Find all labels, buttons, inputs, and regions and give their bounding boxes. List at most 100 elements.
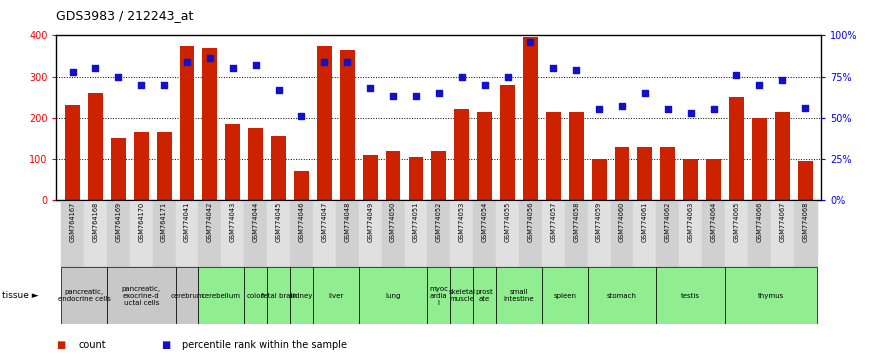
Bar xyxy=(65,105,80,200)
Text: GSM774059: GSM774059 xyxy=(596,202,602,242)
Point xyxy=(753,82,766,88)
Text: GSM774057: GSM774057 xyxy=(550,202,556,242)
Bar xyxy=(450,267,474,324)
Bar xyxy=(569,112,584,200)
Text: GSM774064: GSM774064 xyxy=(711,202,717,242)
Point xyxy=(660,107,674,112)
Point xyxy=(638,90,652,96)
Bar xyxy=(542,200,565,267)
Bar xyxy=(335,200,359,267)
Point xyxy=(65,69,79,74)
Text: GSM774048: GSM774048 xyxy=(344,202,350,242)
Point xyxy=(111,74,125,79)
Text: GSM774067: GSM774067 xyxy=(779,202,786,242)
Text: GSM774049: GSM774049 xyxy=(368,202,373,242)
Text: liver: liver xyxy=(328,293,343,298)
Text: skeletal
muscle: skeletal muscle xyxy=(448,289,475,302)
Bar xyxy=(359,267,428,324)
Bar xyxy=(176,200,198,267)
Bar xyxy=(290,200,313,267)
Text: prost
ate: prost ate xyxy=(475,289,494,302)
Text: thymus: thymus xyxy=(758,293,784,298)
Bar xyxy=(340,50,355,200)
Text: GSM774066: GSM774066 xyxy=(756,202,762,242)
Point xyxy=(730,72,744,78)
Bar xyxy=(107,200,129,267)
Bar xyxy=(523,38,538,200)
Bar xyxy=(752,118,766,200)
Text: testis: testis xyxy=(681,293,700,298)
Text: cerebellum: cerebellum xyxy=(202,293,241,298)
Bar xyxy=(474,267,496,324)
Bar xyxy=(496,200,519,267)
Bar xyxy=(500,85,515,200)
Text: GDS3983 / 212243_at: GDS3983 / 212243_at xyxy=(56,9,194,22)
Point xyxy=(89,65,103,71)
Bar xyxy=(450,200,474,267)
Point xyxy=(272,87,286,92)
Text: ■: ■ xyxy=(161,340,170,350)
Bar xyxy=(61,200,84,267)
Bar xyxy=(198,200,222,267)
Point xyxy=(226,65,240,71)
Point xyxy=(317,59,331,64)
Text: count: count xyxy=(78,340,106,350)
Bar xyxy=(408,157,423,200)
Bar xyxy=(680,200,702,267)
Point xyxy=(180,59,194,64)
Text: pancreatic,
endocrine cells: pancreatic, endocrine cells xyxy=(57,289,110,302)
Bar xyxy=(729,97,744,200)
Bar xyxy=(656,200,680,267)
Bar xyxy=(634,200,656,267)
Text: GSM774063: GSM774063 xyxy=(687,202,693,242)
Bar xyxy=(706,159,721,200)
Bar xyxy=(313,200,335,267)
Point xyxy=(363,85,377,91)
Bar xyxy=(317,46,332,200)
Bar xyxy=(725,200,748,267)
Point xyxy=(454,74,468,79)
Bar xyxy=(290,267,313,324)
Text: GSM774045: GSM774045 xyxy=(275,202,282,242)
Bar xyxy=(129,200,153,267)
Text: GSM774060: GSM774060 xyxy=(619,202,625,242)
Point xyxy=(432,90,446,96)
Text: small
intestine: small intestine xyxy=(504,289,534,302)
Point xyxy=(684,110,698,116)
Point xyxy=(799,105,813,111)
Bar xyxy=(244,267,267,324)
Bar xyxy=(725,267,817,324)
Text: cerebrum: cerebrum xyxy=(170,293,204,298)
Text: GSM774050: GSM774050 xyxy=(390,202,396,242)
Bar xyxy=(592,159,607,200)
Bar xyxy=(294,171,308,200)
Bar xyxy=(775,112,790,200)
Text: GSM774053: GSM774053 xyxy=(459,202,465,242)
Text: kidney: kidney xyxy=(289,293,313,298)
Point xyxy=(706,107,720,112)
Point xyxy=(134,82,148,88)
Text: GSM774055: GSM774055 xyxy=(505,202,510,242)
Point xyxy=(523,39,537,45)
Text: GSM774046: GSM774046 xyxy=(298,202,304,242)
Bar xyxy=(222,200,244,267)
Text: GSM774056: GSM774056 xyxy=(527,202,534,242)
Bar xyxy=(404,200,428,267)
Text: stomach: stomach xyxy=(607,293,637,298)
Text: GSM774047: GSM774047 xyxy=(322,202,328,242)
Point xyxy=(615,103,629,109)
Text: colon: colon xyxy=(246,293,265,298)
Bar xyxy=(748,200,771,267)
Bar xyxy=(793,200,817,267)
Bar xyxy=(474,200,496,267)
Bar xyxy=(587,200,611,267)
Point xyxy=(341,59,355,64)
Bar xyxy=(587,267,656,324)
Bar xyxy=(771,200,793,267)
Bar xyxy=(542,267,587,324)
Bar xyxy=(134,132,149,200)
Text: GSM764168: GSM764168 xyxy=(92,202,98,242)
Bar xyxy=(656,267,725,324)
Bar xyxy=(614,147,629,200)
Text: ■: ■ xyxy=(56,340,66,350)
